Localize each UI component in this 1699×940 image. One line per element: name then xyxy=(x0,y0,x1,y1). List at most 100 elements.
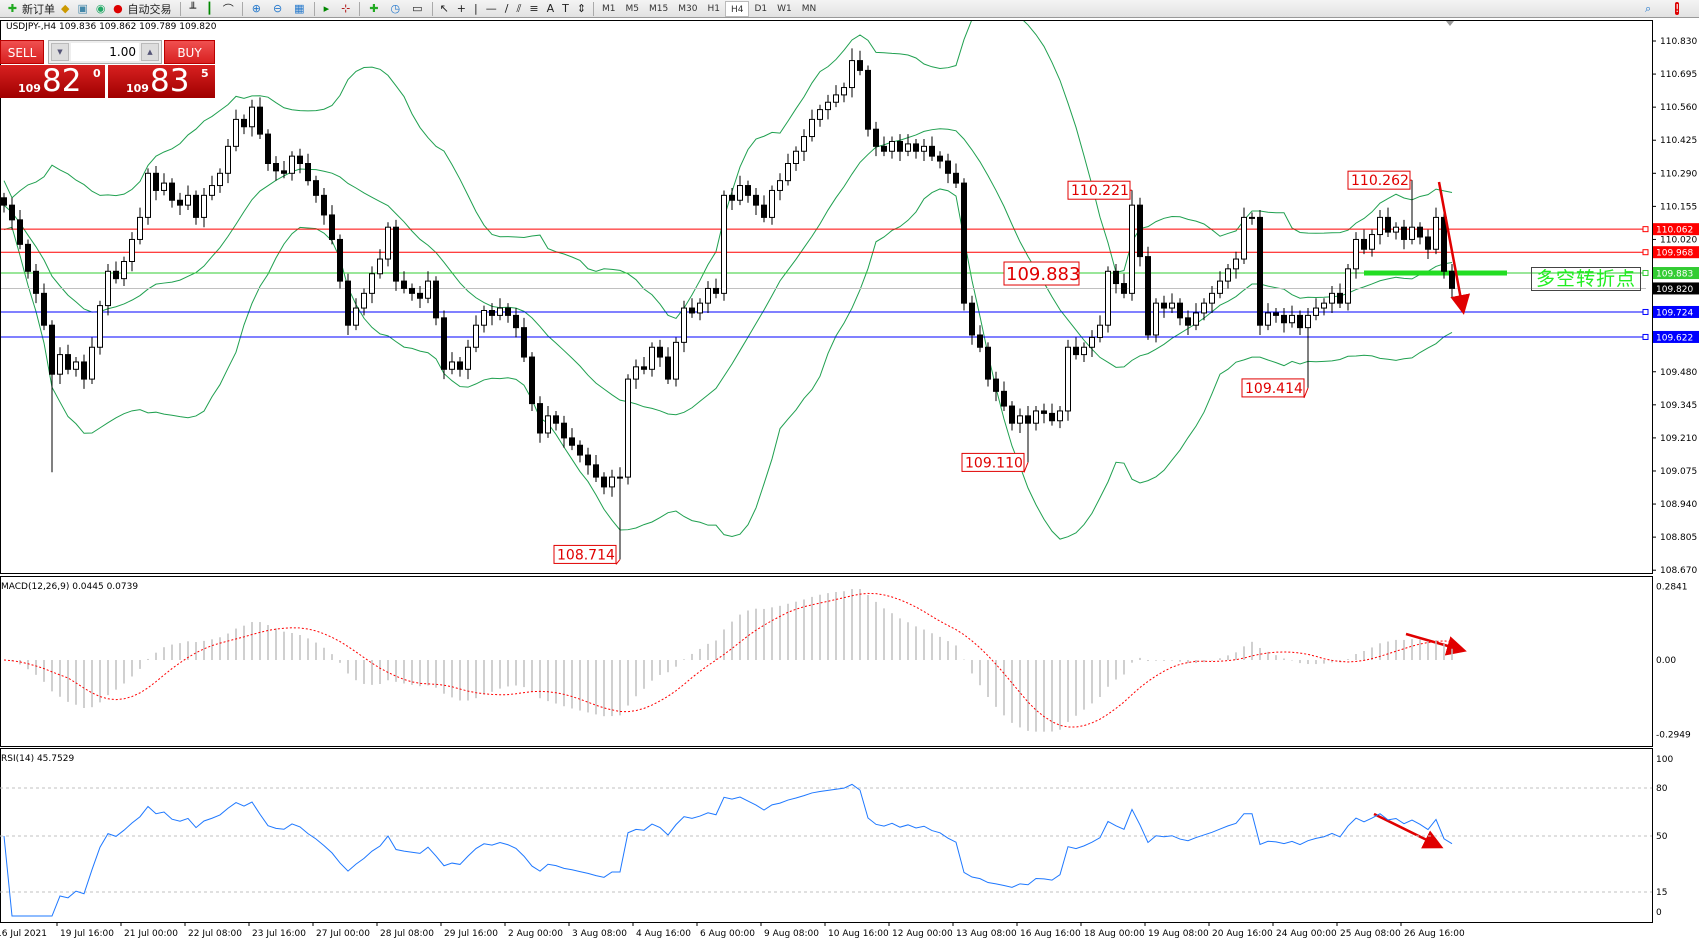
text-label-icon[interactable]: T xyxy=(562,2,569,15)
candle xyxy=(689,298,695,318)
candle-body xyxy=(89,346,95,380)
sell-price[interactable]: 109 82 0 xyxy=(0,63,105,99)
folder-icon[interactable]: ◆ xyxy=(61,2,70,15)
tile-windows-icon[interactable]: ▦ xyxy=(294,2,305,15)
time-tick-label: 23 Jul 16:00 xyxy=(252,929,306,939)
candle xyxy=(137,207,143,245)
text-icon[interactable]: A xyxy=(546,2,555,15)
candle-body xyxy=(9,204,15,221)
candlestick-icon[interactable]: ┃ xyxy=(206,2,213,15)
terminal-icon[interactable]: ▣ xyxy=(77,2,88,15)
candle xyxy=(609,469,615,497)
candle xyxy=(945,153,951,184)
buy-price-prefix: 109 xyxy=(126,82,149,95)
equidistant-channel-icon[interactable]: ⫽ xyxy=(516,1,522,15)
indicators-icon[interactable]: ✚ xyxy=(369,2,379,15)
candle-body xyxy=(1441,216,1447,272)
vertical-line-icon[interactable]: | xyxy=(474,2,478,15)
candle-body xyxy=(713,287,719,294)
candle xyxy=(1105,266,1111,333)
candle-body xyxy=(441,317,447,370)
candle xyxy=(289,151,295,181)
timeframe-h1[interactable]: H1 xyxy=(707,3,720,14)
candle xyxy=(409,283,415,301)
candle-body xyxy=(569,437,575,446)
lot-increase-button[interactable]: ▲ xyxy=(141,43,159,61)
autoscroll-icon[interactable]: ⊹ xyxy=(341,2,351,15)
candle-body xyxy=(609,476,615,488)
buy-price[interactable]: 109 83 5 xyxy=(108,63,215,99)
timeframe-m1[interactable]: M1 xyxy=(602,3,616,14)
candle xyxy=(737,175,743,206)
candle xyxy=(321,188,327,225)
candle xyxy=(1065,339,1071,421)
candle-body xyxy=(737,185,743,201)
price-tick-label: 110.155 xyxy=(1660,202,1697,212)
candle xyxy=(1273,308,1279,323)
bar-chart-icon[interactable]: ╨ xyxy=(189,2,197,15)
candle-body xyxy=(817,109,823,120)
candle xyxy=(241,114,247,135)
candle xyxy=(337,234,343,289)
chart-shift-icon[interactable]: ▸ xyxy=(323,2,330,15)
candle-body xyxy=(121,261,127,280)
candle-body xyxy=(785,163,791,182)
periods-clock-icon[interactable]: ◷ xyxy=(390,2,401,15)
timeframe-mn[interactable]: MN xyxy=(801,3,817,14)
turning-point-label[interactable]: 多空转折点 xyxy=(1531,267,1641,291)
crosshair-icon[interactable]: + xyxy=(456,2,466,15)
candle xyxy=(513,308,519,338)
timeframe-m5[interactable]: M5 xyxy=(625,3,640,14)
candle-body xyxy=(825,101,831,111)
zoom-in-icon[interactable]: ⊕ xyxy=(251,2,261,15)
sell-button[interactable]: SELL xyxy=(0,40,44,64)
candle-body xyxy=(1313,307,1319,316)
timeframe-d1[interactable]: D1 xyxy=(754,3,768,14)
candle-body xyxy=(561,422,567,439)
fibonacci-icon[interactable]: ≡ xyxy=(529,2,539,15)
candle-body xyxy=(1185,317,1191,326)
candle-body xyxy=(1,197,7,206)
autotrading-button[interactable]: ● 自动交易 xyxy=(105,0,177,17)
signal-icon[interactable]: ◉ xyxy=(95,2,106,15)
separator xyxy=(593,1,595,16)
one-click-trading-panel: SELL ▼ 1.00 ▲ BUY 109 82 0 109 83 5 xyxy=(0,40,215,99)
candle-body xyxy=(401,280,407,289)
candle-body xyxy=(1065,346,1071,412)
candle xyxy=(833,85,839,108)
lot-decrease-button[interactable]: ▼ xyxy=(51,43,69,61)
candle xyxy=(1297,310,1303,335)
buy-button[interactable]: BUY xyxy=(164,40,215,64)
time-tick-label: 2 Aug 00:00 xyxy=(508,929,563,939)
timeframe-bar: M1 M5 M15 M30 H1 H4 D1 W1 MN xyxy=(597,0,821,17)
timeframe-h4[interactable]: H4 xyxy=(724,0,750,17)
candle-body xyxy=(193,194,199,218)
timeframe-m15[interactable]: M15 xyxy=(649,3,669,14)
candle-body xyxy=(969,302,975,336)
candle-body xyxy=(721,194,727,294)
lot-input[interactable]: 1.00 xyxy=(71,43,139,61)
candle-body xyxy=(1177,302,1183,319)
macd-header: MACD(12,26,9) 0.0445 0.0739 xyxy=(1,582,138,592)
line-chart-icon[interactable]: ⌒ xyxy=(222,2,234,16)
cursor-icon[interactable]: ↖ xyxy=(439,2,449,15)
price-tick-label: 110.020 xyxy=(1660,235,1697,245)
new-order-button[interactable]: ✚ 新订单 xyxy=(0,0,61,17)
timeframe-m30[interactable]: M30 xyxy=(678,3,698,14)
search-icon[interactable]: ⌕ xyxy=(1645,1,1652,15)
horizontal-line-icon[interactable]: — xyxy=(485,2,497,15)
trendline-icon[interactable]: / xyxy=(504,2,509,15)
arrows-icon[interactable]: ⇕ xyxy=(576,2,587,15)
candle xyxy=(577,440,583,463)
notification-icon[interactable]: ! xyxy=(1675,2,1680,15)
timeframe-w1[interactable]: W1 xyxy=(777,3,792,14)
templates-icon[interactable]: ▭ xyxy=(412,2,423,15)
zoom-out-icon[interactable]: ⊖ xyxy=(272,2,283,15)
new-order-icon: ✚ xyxy=(7,2,18,15)
candle-body xyxy=(1161,302,1167,309)
candle-body xyxy=(945,160,951,174)
candle-body xyxy=(1409,226,1415,240)
candle-body xyxy=(769,189,775,218)
candle-body xyxy=(233,118,239,147)
